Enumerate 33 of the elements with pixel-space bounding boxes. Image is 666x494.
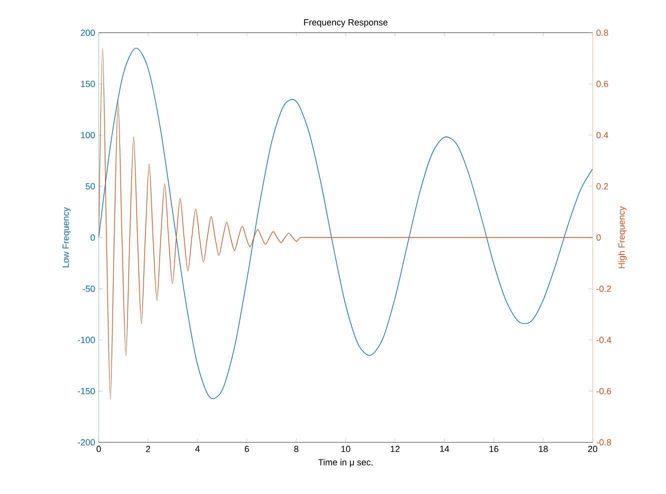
x-axis-title: Time in μ sec. <box>318 458 372 468</box>
x-tick-label: 0 <box>96 446 101 452</box>
x-tick-label: 12 <box>390 446 400 452</box>
y-tick-label: 50 <box>86 183 95 190</box>
y-tick-label: -150 <box>78 388 95 394</box>
y2-tick-label: -0.8 <box>596 439 612 446</box>
y-tick-label: -50 <box>82 286 95 292</box>
y-tick-label: -200 <box>78 439 95 446</box>
y-axis-title: Low Frequency <box>62 207 71 268</box>
chart-title: Frequency Response <box>304 19 388 28</box>
y2-tick-label: 0.4 <box>596 132 608 138</box>
x-tick-label: 18 <box>538 446 548 452</box>
y-tick-label: 100 <box>81 132 95 138</box>
y2-axis-title: High Frequency <box>618 206 626 268</box>
x-tick-label: 20 <box>588 446 598 452</box>
x-tick-label: 10 <box>341 446 350 452</box>
x-tick-label: 4 <box>195 446 200 452</box>
x-tick-label: 8 <box>294 446 298 452</box>
y2-tick-label: 0.2 <box>596 183 608 190</box>
y2-tick-label: -0.4 <box>596 336 612 344</box>
y-tick-label: 0 <box>90 234 95 241</box>
y2-tick-label: 0 <box>596 234 601 241</box>
x-tick-label: 6 <box>244 446 249 452</box>
y-tick-label: 200 <box>80 30 95 36</box>
y2-tick-label: 0.6 <box>596 80 608 88</box>
x-tick-label: 2 <box>146 446 150 452</box>
x-tick-label: 14 <box>440 446 450 452</box>
x-tick-label: 16 <box>490 446 498 452</box>
y-tick-label: -100 <box>78 336 95 344</box>
y-tick-label: 150 <box>81 80 95 88</box>
y2-tick-label: 0.8 <box>596 30 608 36</box>
y2-tick-label: -0.6 <box>596 388 612 394</box>
y2-tick-label: -0.2 <box>596 286 611 292</box>
